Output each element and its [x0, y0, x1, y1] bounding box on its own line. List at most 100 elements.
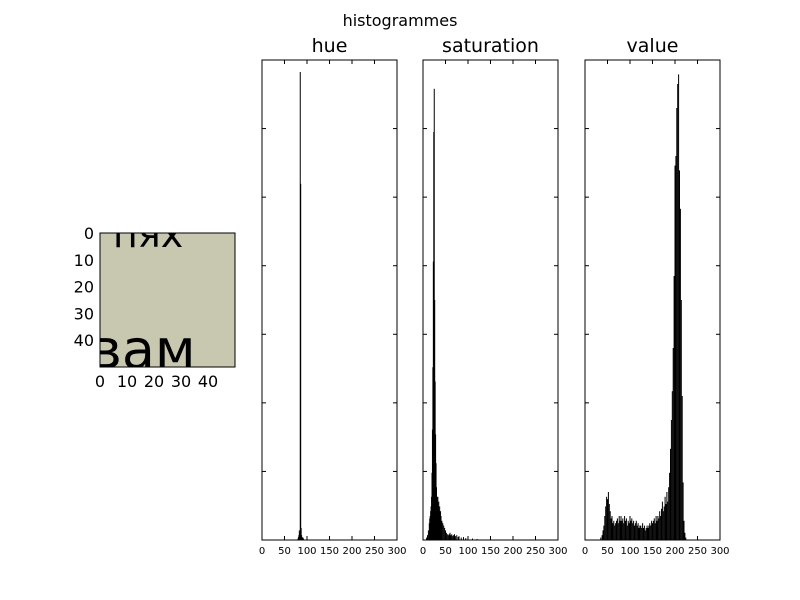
chart-title: saturation — [442, 35, 539, 57]
chart-title: hue — [312, 35, 348, 57]
histogram-bar — [606, 496, 608, 540]
histogram-bar — [631, 518, 633, 540]
histogram-bar — [451, 534, 453, 540]
histogram-bar — [655, 516, 657, 540]
histogram-bar — [619, 520, 621, 540]
histogram-bar — [675, 156, 677, 540]
histogram-bar — [625, 520, 626, 540]
thumbnail-text-top: пях — [113, 212, 183, 256]
histogram-bar — [679, 208, 681, 541]
x-tick-label: 250 — [526, 546, 545, 557]
histogram-bar — [643, 528, 644, 540]
x-tick-label: 50 — [278, 546, 291, 557]
x-tick-label: 0 — [259, 546, 265, 557]
histogram-bar — [450, 535, 452, 540]
histogram-bar — [672, 348, 674, 540]
histogram-bar — [610, 518, 612, 540]
x-tick-label: 0 — [582, 546, 588, 557]
histogram-bar — [613, 520, 615, 540]
x-tick-label: 50 — [439, 546, 452, 557]
histogram-bar — [300, 183, 302, 540]
x-tick-label: 100 — [297, 546, 316, 557]
thumbnail-x-tick-label: 10 — [117, 372, 137, 391]
x-tick-label: 150 — [481, 546, 500, 557]
histogram-bar — [623, 523, 625, 540]
thumbnail-image — [100, 233, 235, 367]
thumbnail-x-tick-label: 30 — [171, 372, 191, 391]
histogram-bar — [456, 535, 458, 540]
histogram-bar — [460, 537, 462, 540]
histogram-bar — [445, 532, 447, 540]
histogram-bar — [622, 518, 624, 540]
histogram-bar — [679, 170, 680, 540]
histogram-bar — [427, 530, 429, 540]
histogram-bar — [614, 525, 616, 540]
histogram-bar — [600, 537, 602, 540]
histogram-bar — [658, 518, 660, 540]
histogram-bar — [604, 516, 606, 540]
chart-title: value — [627, 35, 679, 57]
histogram-bar — [302, 538, 304, 540]
histogram-bar — [681, 396, 683, 540]
histogram-bar — [665, 504, 667, 540]
histogram-bar — [653, 518, 655, 540]
histogram-bar — [649, 523, 651, 540]
histogram-bar — [442, 523, 444, 540]
histogram-bar — [641, 528, 643, 540]
histogram-bar — [448, 534, 450, 540]
histogram-bar — [637, 523, 639, 540]
histogram-bar — [300, 528, 302, 540]
histogram-bar — [667, 501, 669, 540]
histogram-bar — [648, 525, 650, 540]
histogram-bar — [670, 420, 672, 540]
thumbnail-y-ticks: 0 10 20 30 40 — [74, 224, 94, 350]
histogram-bar — [661, 508, 662, 540]
histogram-bar — [651, 520, 653, 540]
histogram-bar — [652, 523, 653, 540]
x-tick-label: 100 — [458, 546, 477, 557]
thumbnail-y-tick-label: 20 — [74, 278, 94, 297]
histogram-bar — [656, 520, 658, 540]
histogram-bar — [426, 537, 428, 540]
histogram-bar — [644, 530, 646, 540]
histogram-bar — [440, 516, 442, 540]
x-tick-label: 200 — [665, 546, 684, 557]
histogram-bar — [678, 74, 680, 541]
histogram-bar — [630, 520, 632, 540]
histogram-bar — [682, 482, 684, 540]
histogram-bar — [446, 534, 448, 540]
histogram-bar — [611, 516, 613, 540]
thumbnail-x-ticks: 0 10 20 30 40 — [95, 372, 218, 391]
thumbnail-text-bottom: вам — [90, 318, 196, 381]
histogram-bar — [441, 520, 443, 540]
histogram-bar — [647, 528, 649, 540]
histogram-bar — [670, 448, 671, 540]
histogram-bar — [616, 518, 618, 540]
x-tick-label: 150 — [643, 546, 662, 557]
histogram-bar — [602, 530, 604, 540]
histogram-bar — [635, 520, 637, 540]
histogram-bar — [444, 528, 446, 540]
histogram-bar — [601, 535, 603, 540]
histogram-bar — [629, 516, 631, 540]
histogram-bar — [662, 511, 664, 540]
histogram-bar — [605, 506, 607, 540]
histogram-bar — [640, 525, 642, 540]
histogram-bar — [660, 516, 662, 540]
histogram-bar — [445, 530, 446, 540]
thumbnail-x-tick-label: 40 — [198, 372, 218, 391]
histogram-bar — [624, 516, 626, 540]
x-tick-label: 100 — [620, 546, 639, 557]
histogram-bar — [673, 276, 675, 540]
histogram-bar — [657, 516, 659, 540]
histogram-bar — [683, 520, 685, 540]
x-tick-label: 150 — [320, 546, 339, 557]
histogram-bar — [643, 525, 645, 540]
histogram-bar — [664, 496, 666, 540]
histogram-bar — [654, 523, 656, 540]
histogram-bar — [632, 523, 634, 540]
histogram-bar — [669, 472, 671, 540]
